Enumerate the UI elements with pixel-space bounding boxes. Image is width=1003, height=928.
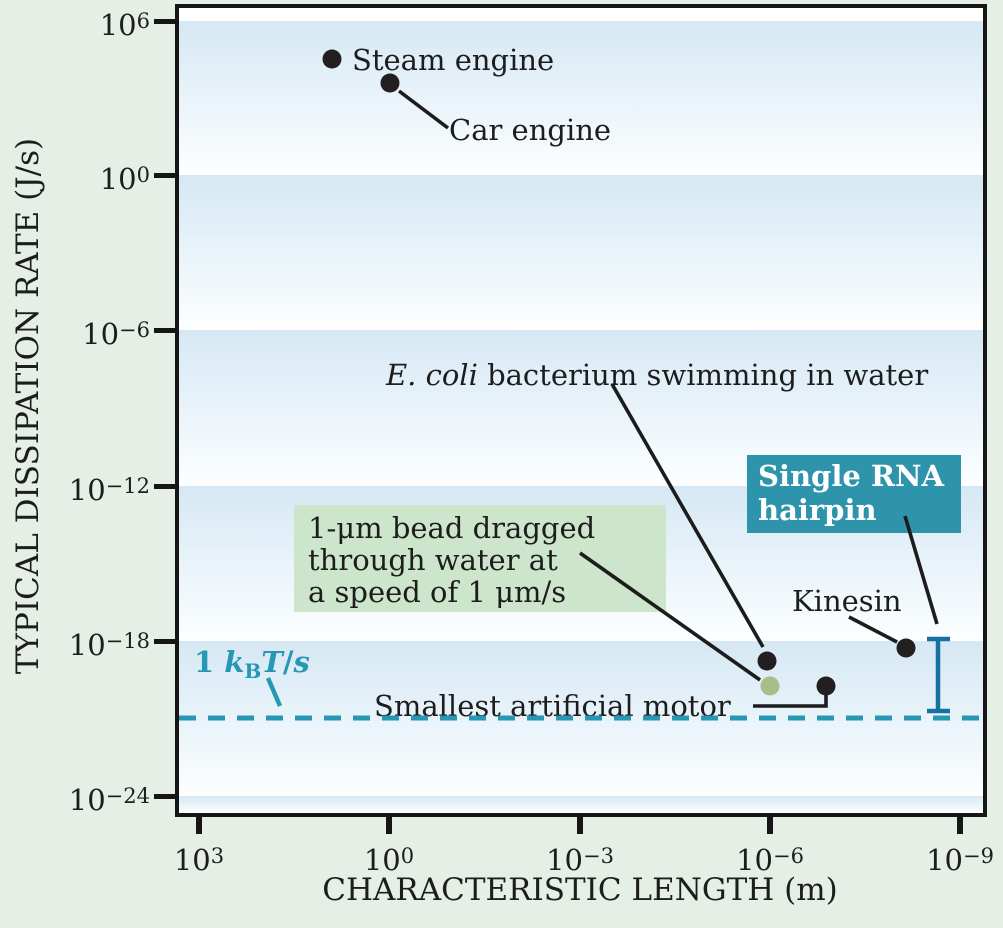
x-tick-1e-6: [767, 813, 773, 834]
ecoli-label-species: E. coli: [386, 358, 478, 392]
x-tick-1e3: [196, 813, 202, 834]
steam-engine-label: Steam engine: [352, 43, 555, 77]
y-tick-label-1e-24: 10−24: [68, 783, 150, 817]
y-tick-label-1e-6: 10−6: [82, 317, 150, 351]
y-tick-1e-18: [154, 639, 175, 644]
background-band-6: [179, 796, 983, 813]
x-tick-1e-3: [577, 813, 583, 834]
y-tick-1e0: [154, 173, 175, 178]
x-tick-label-1e-9: 10−9: [926, 843, 994, 877]
x-axis-title: CHARACTERISTIC LENGTH (m): [322, 872, 838, 908]
background-band-1: [179, 21, 983, 175]
x-tick-label-1e0: 100: [363, 843, 415, 877]
y-tick-1e-12: [154, 484, 175, 489]
kinesin-label: Kinesin: [792, 584, 902, 618]
x-tick-label-1e3: 103: [173, 843, 225, 877]
y-tick-label-1e0: 100: [99, 162, 150, 196]
y-tick-1e6: [154, 19, 175, 24]
y-tick-1e-24: [154, 794, 175, 799]
bead-callout-box: 1-μm bead dragged through water at a spe…: [294, 505, 666, 612]
background-band-2: [179, 175, 983, 330]
rna-hairpin-line1: Single RNA: [758, 459, 944, 493]
y-tick-label-1e6: 106: [99, 8, 150, 42]
y-tick-label-1e-18: 10−18: [68, 628, 150, 662]
smallest-motor-label: Smallest artificial motor: [374, 689, 731, 723]
rna-hairpin-line2: hairpin: [758, 493, 877, 527]
y-tick-label-1e-12: 10−12: [68, 473, 150, 507]
ecoli-label-rest: bacterium swimming in water: [477, 358, 929, 392]
bead-callout-line1: 1-μm bead dragged: [308, 511, 596, 545]
kbt-per-second-label: 1 kBT/s: [194, 645, 310, 683]
rna-hairpin-callout-box: Single RNA hairpin: [747, 455, 961, 533]
x-tick-label-1e-6: 10−6: [736, 843, 804, 877]
x-tick-1e-9: [957, 813, 963, 834]
ecoli-label: E. coli bacterium swimming in water: [386, 359, 928, 391]
bead-callout-line3: a speed of 1 μm/s: [308, 575, 567, 609]
y-axis-title: TYPICAL DISSIPATION RATE (J/s): [10, 137, 46, 675]
car-engine-label: Car engine: [449, 113, 612, 147]
x-tick-label-1e-3: 10−3: [546, 843, 614, 877]
bead-callout-line2: through water at: [308, 543, 558, 577]
x-tick-1e0: [386, 813, 392, 834]
y-tick-1e-6: [154, 328, 175, 333]
